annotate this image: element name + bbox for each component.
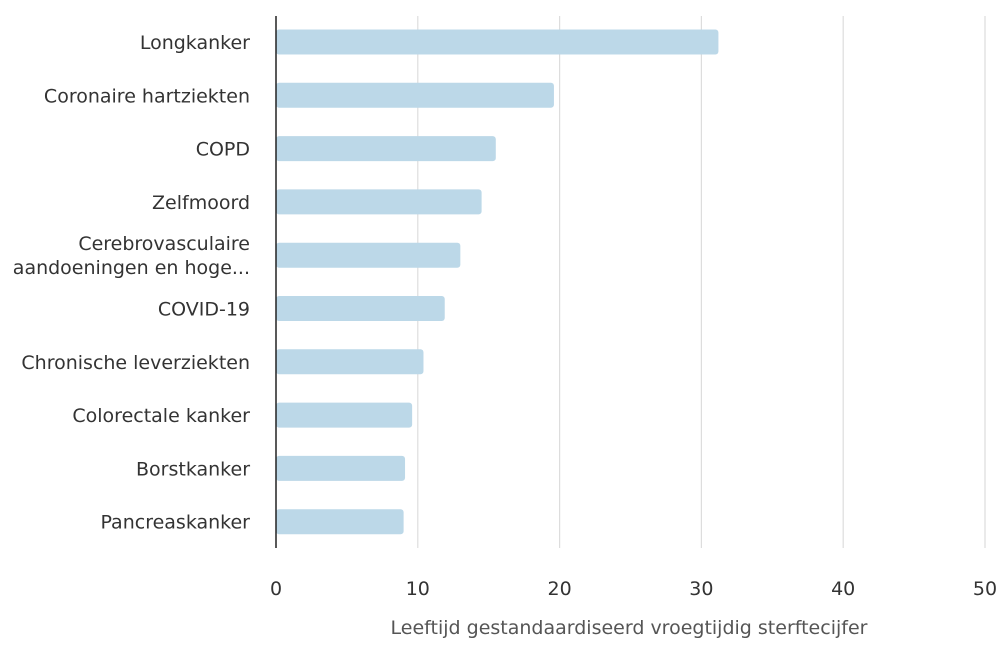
bar <box>276 402 413 428</box>
category-label: COVID-19 <box>158 299 250 321</box>
bar <box>276 29 719 55</box>
x-tick-label: 30 <box>689 578 713 600</box>
category-label: aandoeningen en hoge... <box>13 257 250 279</box>
bar <box>276 189 482 215</box>
category-label: Longkanker <box>140 32 250 54</box>
bar <box>276 455 406 481</box>
x-axis-title: Leeftijd gestandaardiseerd vroegtijdig s… <box>391 617 868 639</box>
category-label: Pancreaskanker <box>100 512 250 534</box>
x-tick-labels: 0 10 20 30 40 50 <box>270 578 997 600</box>
bar <box>276 136 496 162</box>
category-label: Chronische leverziekten <box>21 352 250 374</box>
category-label: COPD <box>196 139 250 161</box>
x-tick-label: 10 <box>406 578 430 600</box>
bar <box>276 349 424 375</box>
x-tick-label: 40 <box>831 578 855 600</box>
x-tick-label: 50 <box>973 578 997 600</box>
category-label: Borstkanker <box>136 458 250 480</box>
x-tick-label: 20 <box>548 578 572 600</box>
bar <box>276 82 554 108</box>
x-tick-label: 0 <box>270 578 282 600</box>
category-label: Zelfmoord <box>152 192 250 214</box>
bars <box>276 29 719 535</box>
category-labels: Longkanker Coronaire hartziekten COPD Zelfm… <box>13 32 250 534</box>
grid-lines <box>417 16 986 548</box>
bar <box>276 296 445 321</box>
bar <box>276 242 461 268</box>
category-label: Colorectale kanker <box>72 405 250 427</box>
category-label: Coronaire hartziekten <box>44 85 250 107</box>
bar <box>276 509 404 535</box>
category-label: Cerebrovasculaire <box>78 233 250 255</box>
